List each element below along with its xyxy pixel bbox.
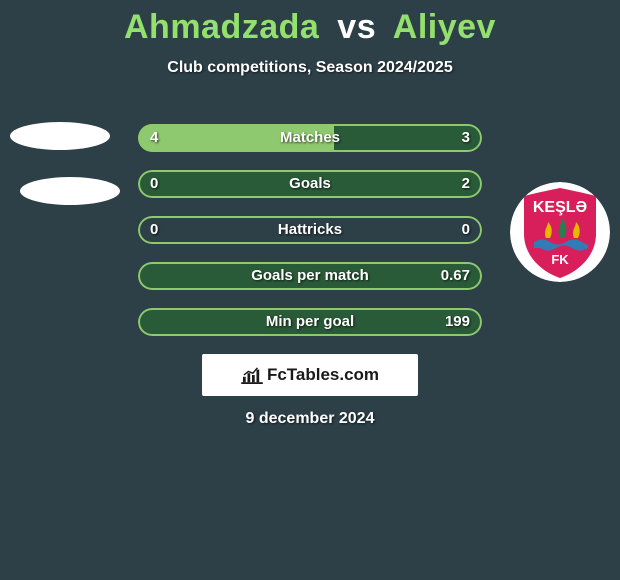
bar-value-right: 0.67	[441, 262, 470, 290]
svg-text:KEŞLƏ: KEŞLƏ	[533, 199, 587, 216]
bar-label: Matches	[138, 124, 482, 152]
brand-text: FcTables.com	[267, 365, 379, 385]
svg-text:FK: FK	[551, 252, 569, 267]
bar-value-left: 4	[150, 124, 158, 152]
bar-label: Goals per match	[138, 262, 482, 290]
bar-label: Hattricks	[138, 216, 482, 244]
bar-value-left: 0	[150, 170, 158, 198]
bar-label: Min per goal	[138, 308, 482, 336]
team-logo-left-1	[10, 122, 110, 150]
bar-value-right: 3	[462, 124, 470, 152]
player1-name: Ahmadzada	[124, 8, 319, 46]
brand-box: FcTables.com	[202, 354, 418, 396]
bar-value-left: 0	[150, 216, 158, 244]
stat-row: Min per goal199	[138, 308, 482, 336]
brand-chart-icon	[241, 366, 263, 384]
player2-name: Aliyev	[393, 8, 496, 46]
subtitle: Club competitions, Season 2024/2025	[0, 59, 620, 77]
page-title: Ahmadzada vs Aliyev	[0, 0, 620, 47]
date-line: 9 december 2024	[0, 410, 620, 428]
stat-row: Goals per match0.67	[138, 262, 482, 290]
stat-row: Matches4 3	[138, 124, 482, 152]
bar-value-right: 0	[462, 216, 470, 244]
team-logo-left-2	[20, 177, 120, 205]
stat-row: Hattricks0 0	[138, 216, 482, 244]
bar-value-right: 2	[462, 170, 470, 198]
bar-value-right: 199	[445, 308, 470, 336]
stats-bars: Matches43Goals02Hattricks00Goals per mat…	[138, 124, 482, 354]
vs-text: vs	[337, 8, 376, 46]
team-logo-right: KEŞLƏ FK	[510, 182, 610, 282]
bar-label: Goals	[138, 170, 482, 198]
stat-row: Goals0 2	[138, 170, 482, 198]
